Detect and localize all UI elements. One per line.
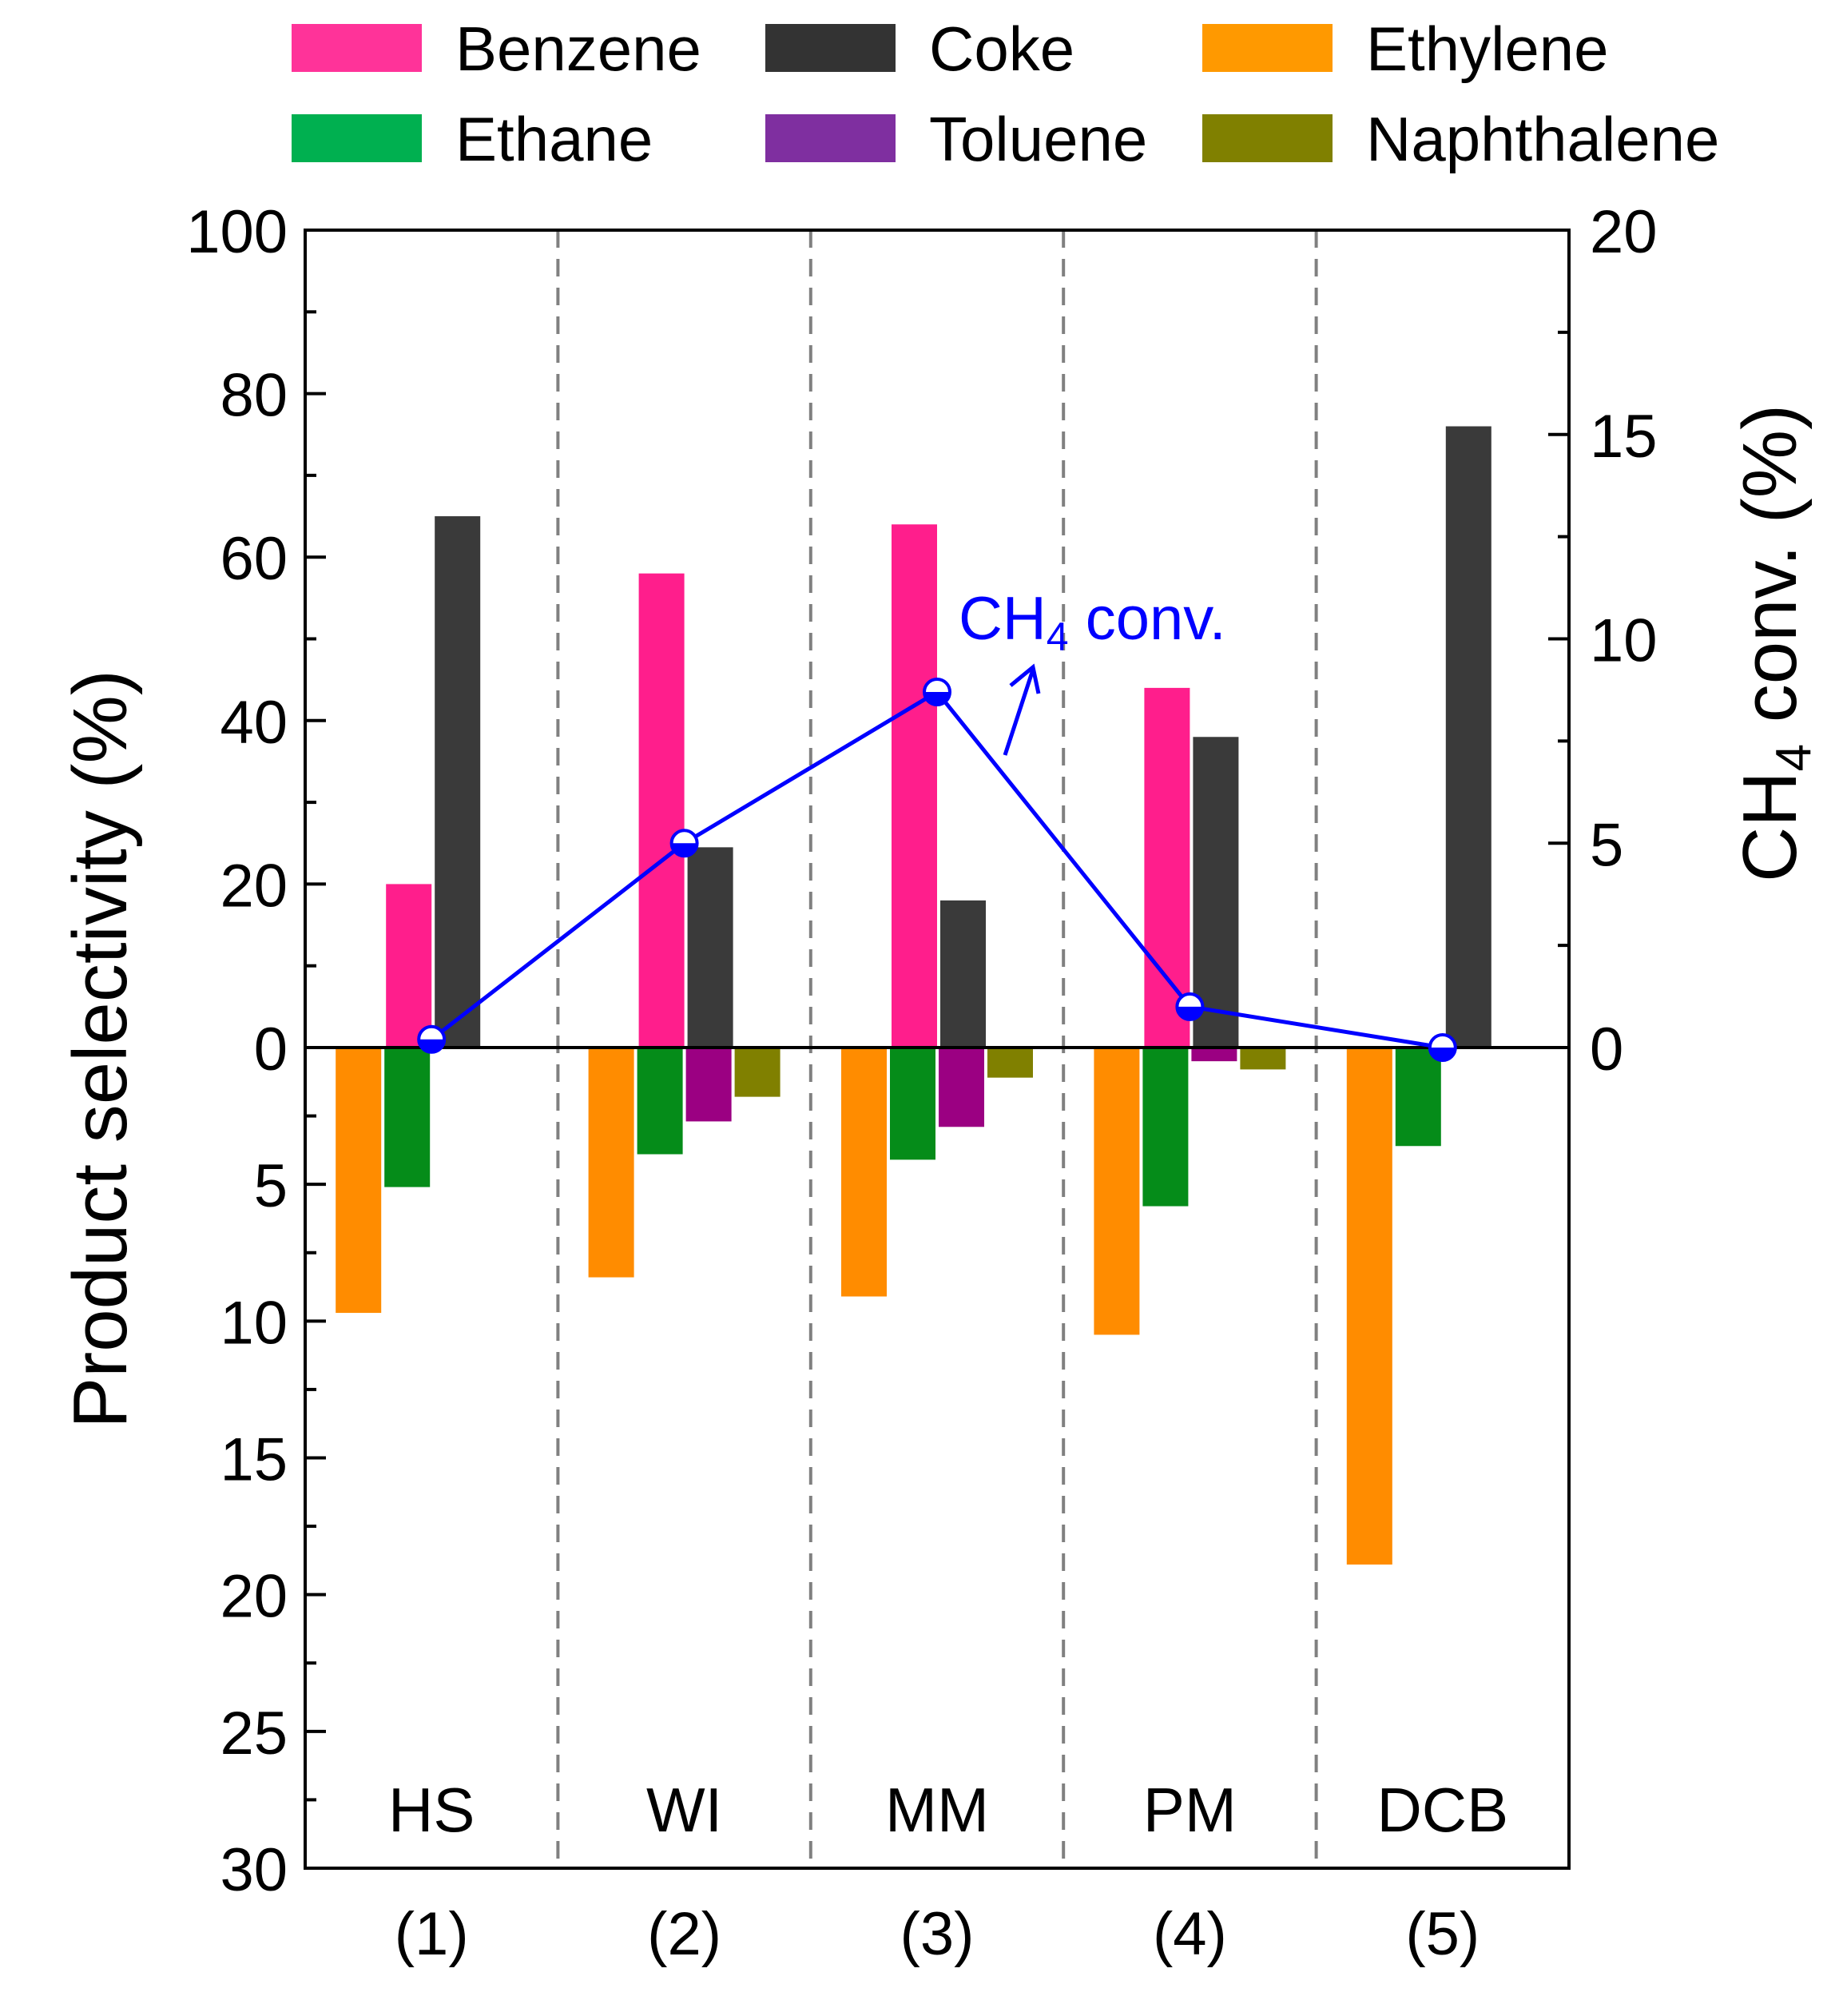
- bar-coke-1: [435, 516, 481, 1048]
- y2-title-main: CH: [1727, 771, 1813, 882]
- bar-ethane-2: [637, 1048, 683, 1155]
- annotation-main: CH: [959, 585, 1047, 653]
- bar-coke-3: [940, 900, 986, 1048]
- bar-ethylene-5: [1346, 1048, 1392, 1565]
- bar-coke-2: [687, 847, 733, 1048]
- bar-ethylene-2: [588, 1048, 634, 1278]
- legend-label-toluene: Toluene: [929, 104, 1147, 174]
- left-tick-label: 0: [254, 1016, 288, 1084]
- left-tick-label: 10: [220, 1289, 288, 1357]
- bar-ethane-3: [890, 1048, 935, 1160]
- category-label: (5): [1405, 1900, 1480, 1968]
- group-label: PM: [1143, 1775, 1237, 1845]
- annotation-tail: conv.: [1069, 585, 1226, 653]
- right-tick-label: 10: [1590, 607, 1658, 675]
- bar-toluene-4: [1191, 1048, 1237, 1062]
- bar-coke-5: [1445, 426, 1491, 1048]
- annotation-label: CH4 conv.: [959, 585, 1226, 659]
- annotation-arrow-shaft: [1003, 669, 1035, 756]
- left-tick-label: 20: [220, 852, 288, 920]
- category-label: (2): [647, 1900, 721, 1968]
- y2-axis-title: CH4 conv. (%): [1727, 404, 1821, 882]
- left-tick-label: 100: [186, 198, 288, 266]
- annotation-arrow-head: [1009, 663, 1041, 694]
- conversion-point-fill: [671, 843, 697, 857]
- bar-benzene-2: [638, 573, 685, 1048]
- left-tick-label: 80: [220, 362, 288, 430]
- bar-ethylene-4: [1094, 1048, 1140, 1335]
- left-tick-label: 40: [220, 689, 288, 757]
- category-label: (1): [395, 1900, 469, 1968]
- conversion-point-fill: [924, 691, 950, 705]
- group-label: MM: [885, 1775, 989, 1845]
- right-tick-label: 15: [1590, 403, 1658, 471]
- group-label: HS: [388, 1775, 475, 1845]
- right-tick-label: 5: [1590, 811, 1623, 879]
- axes: [304, 229, 1571, 1870]
- bar-toluene-2: [685, 1048, 732, 1122]
- annotation-subscript: 4: [1047, 614, 1069, 659]
- legend-label-coke: Coke: [929, 14, 1074, 84]
- bar-ethylene-3: [841, 1048, 887, 1297]
- conversion-point-fill: [419, 1039, 445, 1052]
- bar-naphthalene-3: [987, 1048, 1033, 1078]
- left-tick-label: 15: [220, 1426, 288, 1494]
- y-axis-title: Product selectivity (%): [58, 670, 143, 1429]
- bar-ethane-1: [384, 1048, 431, 1187]
- conversion-line: CH4 conv.: [417, 585, 1457, 1062]
- group-label: DCB: [1376, 1775, 1508, 1845]
- bar-ethane-5: [1395, 1048, 1441, 1147]
- legend-swatch-benzene: [292, 24, 422, 72]
- legend-swatch-coke: [765, 24, 896, 72]
- bar-ethane-4: [1142, 1048, 1189, 1207]
- bar-benzene-3: [892, 524, 937, 1048]
- legend-swatch-toluene: [765, 114, 896, 162]
- bar-benzene-1: [386, 884, 432, 1048]
- right-tick-label: 0: [1590, 1016, 1623, 1084]
- legend: Benzene Coke Ethylene Ethane Toluene Naphthal…: [292, 14, 1719, 174]
- legend-label-ethylene: Ethylene: [1366, 14, 1609, 84]
- left-tick-label: 5: [254, 1152, 288, 1220]
- legend-swatch-ethylene: [1202, 24, 1333, 72]
- category-label: (4): [1153, 1900, 1227, 1968]
- legend-swatch-ethane: [292, 114, 422, 162]
- y2-title-subscript: 4: [1766, 744, 1821, 771]
- left-tick-label: 25: [220, 1700, 288, 1767]
- bar-coke-4: [1193, 737, 1239, 1048]
- axis-labels: 100 80 60 40 20 0 5 10 15 20 25 30 20 15 10 5 0 (1) HS (2) W…: [58, 198, 1821, 1968]
- legend-label-ethane: Ethane: [455, 104, 653, 174]
- group-label: WI: [646, 1775, 722, 1845]
- bar-toluene-3: [939, 1048, 984, 1127]
- category-label: (3): [900, 1900, 975, 1968]
- conversion-point-fill: [1429, 1048, 1456, 1060]
- left-tick-label: 30: [220, 1836, 288, 1904]
- legend-label-naphthalene: Naphthalene: [1366, 104, 1719, 174]
- bar-marks: [336, 426, 1491, 1565]
- bar-naphthalene-4: [1240, 1048, 1286, 1070]
- bar-benzene-4: [1144, 687, 1190, 1048]
- conversion-point-fill: [1177, 1006, 1203, 1020]
- legend-label-benzene: Benzene: [455, 14, 701, 84]
- left-tick-label: 60: [220, 525, 288, 593]
- bar-naphthalene-2: [734, 1048, 780, 1097]
- bar-ethylene-1: [336, 1048, 382, 1314]
- y2-title-tail: conv. (%): [1727, 404, 1813, 744]
- legend-swatch-naphthalene: [1202, 114, 1333, 162]
- left-tick-label: 20: [220, 1563, 288, 1631]
- right-tick-label: 20: [1590, 198, 1658, 266]
